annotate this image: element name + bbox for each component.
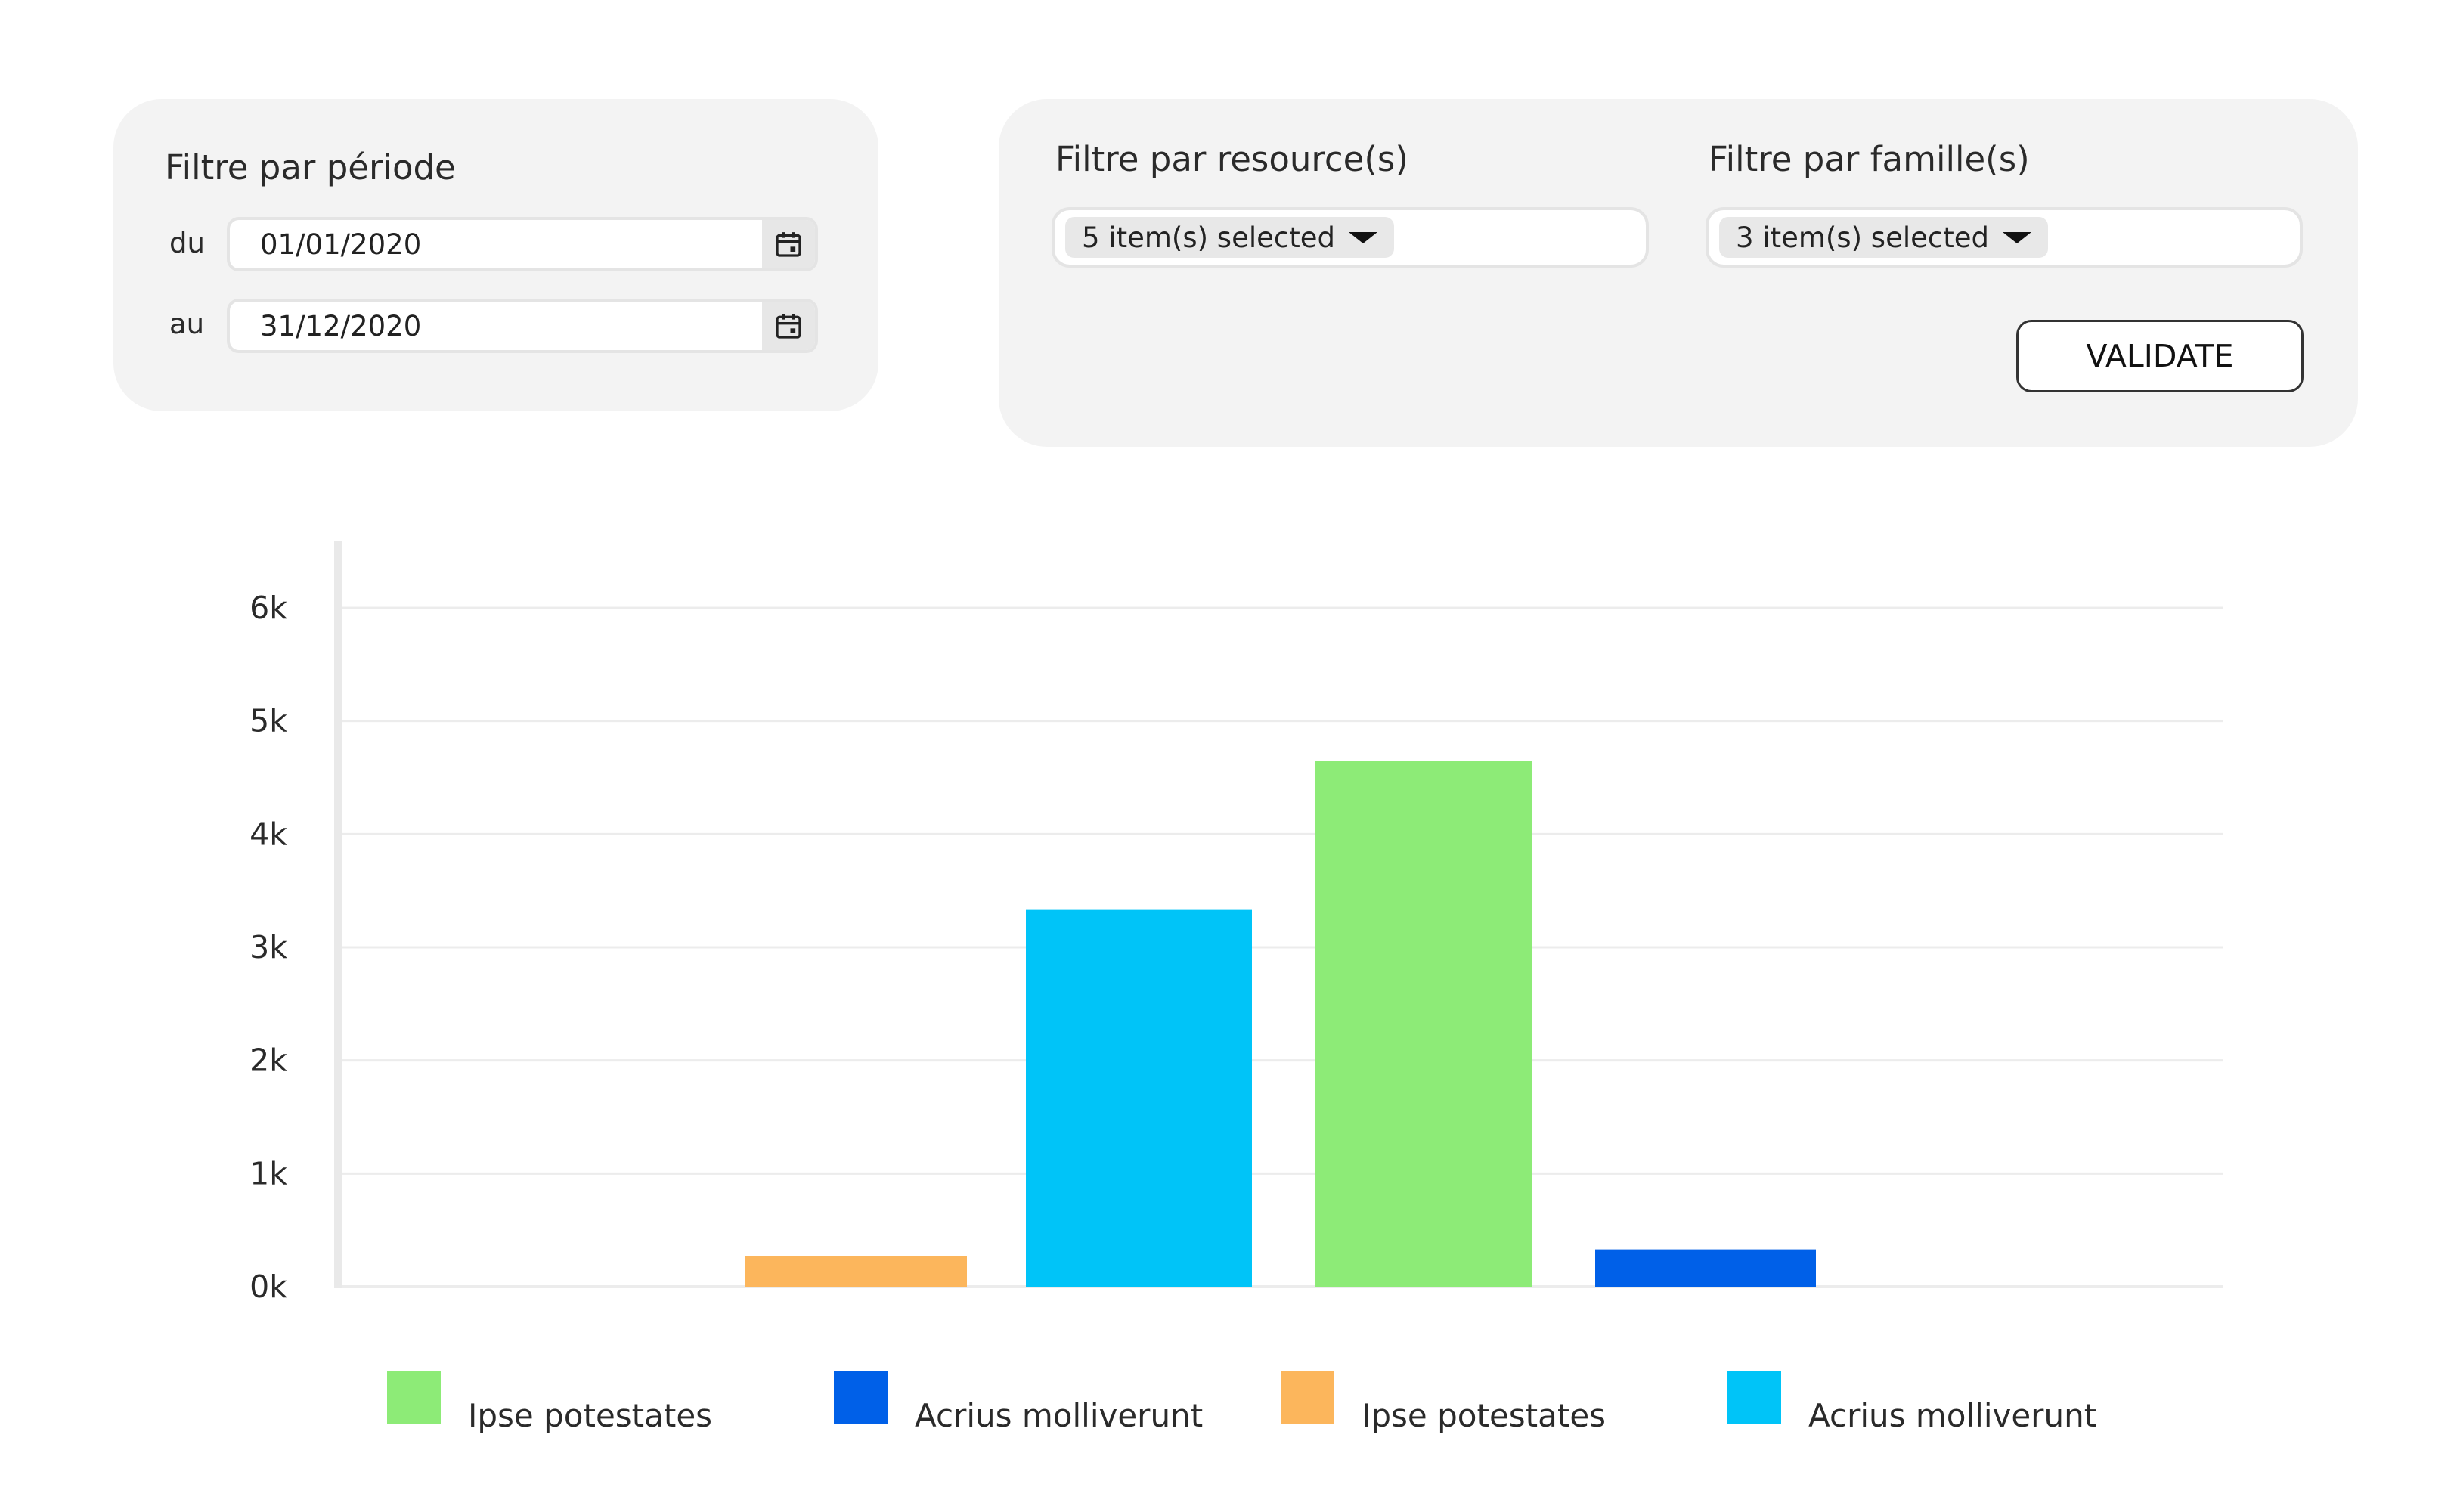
bar bbox=[1315, 761, 1532, 1287]
legend-label: Ipse potestates bbox=[468, 1397, 713, 1434]
from-date-field bbox=[227, 217, 818, 271]
to-calendar-button[interactable] bbox=[762, 302, 815, 350]
legend-swatch bbox=[387, 1371, 441, 1424]
bar bbox=[745, 1256, 967, 1287]
bar-chart: 0k 1k 2k 3k 4k 5k 6k bbox=[249, 541, 2223, 1305]
resource-multiselect[interactable]: 5 item(s) selected bbox=[1052, 207, 1649, 268]
resource-selected-text: 5 item(s) selected bbox=[1082, 221, 1335, 254]
family-filter-title: Filtre par famille(s) bbox=[1709, 139, 2030, 179]
y-tick-label: 6k bbox=[249, 590, 287, 626]
y-tick-label: 2k bbox=[249, 1043, 287, 1079]
y-tick-label: 1k bbox=[249, 1155, 287, 1191]
from-calendar-button[interactable] bbox=[762, 220, 815, 268]
to-date-field bbox=[227, 299, 818, 353]
legend-swatch bbox=[834, 1371, 888, 1424]
legend-item: Ipse potestates bbox=[387, 1361, 712, 1434]
y-tick-label: 3k bbox=[249, 929, 287, 965]
from-label: du bbox=[169, 227, 205, 259]
resource-filter-title: Filtre par resource(s) bbox=[1055, 139, 1408, 179]
legend-label: Acrius molliverunt bbox=[1808, 1397, 2097, 1434]
resource-family-filter-panel: Filtre par resource(s) 5 item(s) selecte… bbox=[999, 99, 2358, 447]
y-tick-label: 4k bbox=[249, 816, 287, 852]
calendar-icon bbox=[776, 314, 801, 339]
legend-swatch bbox=[1281, 1371, 1334, 1424]
bar bbox=[1026, 909, 1252, 1287]
legend-item: Acrius molliverunt bbox=[834, 1361, 1203, 1434]
calendar-icon bbox=[776, 232, 801, 257]
period-filter-title: Filtre par période bbox=[165, 147, 456, 187]
legend-item: Ipse potestates bbox=[1281, 1361, 1606, 1434]
legend-label: Ipse potestates bbox=[1362, 1397, 1606, 1434]
caret-down-icon bbox=[1349, 231, 1377, 243]
resource-selected-chip: 5 item(s) selected bbox=[1065, 217, 1394, 258]
validate-button[interactable]: VALIDATE bbox=[2016, 320, 2304, 392]
y-tick-label: 5k bbox=[249, 703, 287, 739]
family-selected-chip: 3 item(s) selected bbox=[1719, 217, 2048, 258]
bar bbox=[1595, 1249, 1816, 1287]
caret-down-icon bbox=[2003, 231, 2031, 243]
legend-label: Acrius molliverunt bbox=[915, 1397, 1204, 1434]
to-label: au bbox=[169, 308, 205, 340]
family-selected-text: 3 item(s) selected bbox=[1736, 221, 1989, 254]
to-date-input[interactable] bbox=[230, 302, 759, 350]
legend-swatch bbox=[1727, 1371, 1781, 1424]
legend-item: Acrius molliverunt bbox=[1727, 1361, 2096, 1434]
from-date-input[interactable] bbox=[230, 220, 759, 268]
period-filter-panel: Filtre par période du au bbox=[113, 99, 878, 411]
y-tick-label: 0k bbox=[249, 1269, 287, 1305]
family-multiselect[interactable]: 3 item(s) selected bbox=[1706, 207, 2303, 268]
